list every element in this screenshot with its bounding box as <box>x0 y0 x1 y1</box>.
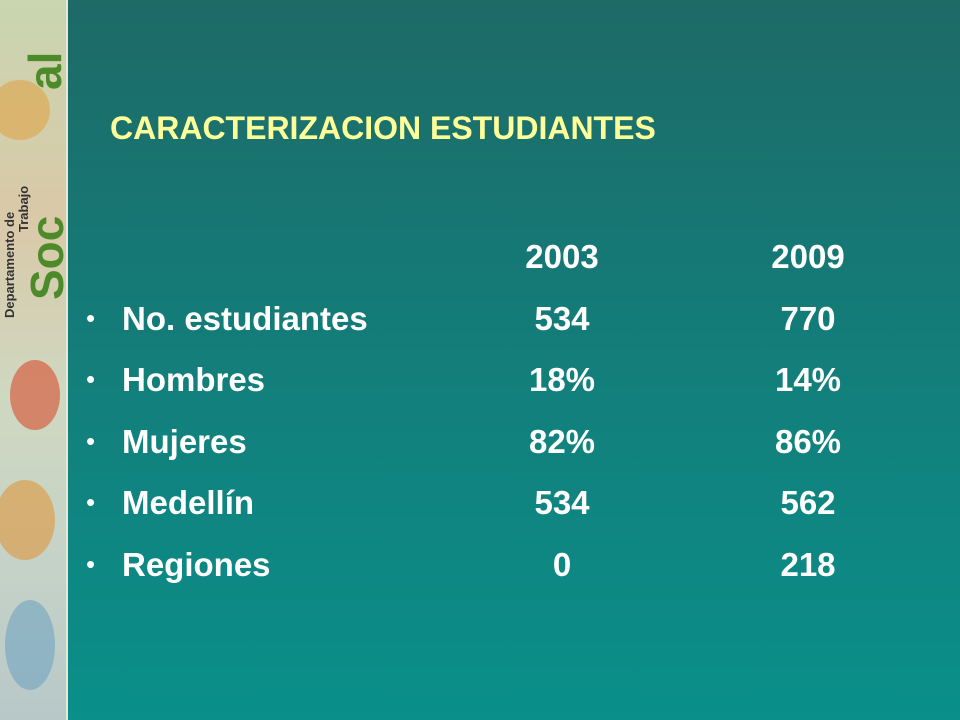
bullet: • <box>86 302 96 333</box>
cell-value: 534 <box>534 299 590 337</box>
decor <box>0 480 55 560</box>
cell-value: 18% <box>528 361 596 398</box>
bullet: • <box>86 364 96 394</box>
bullet: • <box>86 425 96 456</box>
slide-title: CARACTERIZACION ESTUDIANTES <box>110 110 656 146</box>
row-label: Mujeres <box>122 422 247 460</box>
sidebar-logo: Departamento de Trabajo Soc al <box>0 0 68 720</box>
cell-value: 14% <box>774 361 842 398</box>
decor <box>0 80 50 140</box>
cell-value: 82% <box>528 422 596 460</box>
bullet: • <box>86 487 96 517</box>
column-header: 2009 <box>771 238 845 275</box>
logo-text: Soc <box>21 215 68 300</box>
cell-value: 86% <box>774 422 842 460</box>
row-label: No. estudiantes <box>122 299 368 337</box>
row-label: Hombres <box>122 361 266 398</box>
row-label: Medellín <box>122 484 255 521</box>
cell-value: 0 <box>552 545 572 583</box>
column-header: 2003 <box>525 238 599 275</box>
decor <box>10 360 60 430</box>
logo-text: al <box>19 51 68 90</box>
bullet: • <box>86 548 96 579</box>
cell-value: 562 <box>780 484 836 521</box>
cell-value: 534 <box>534 484 590 521</box>
decor <box>5 600 55 690</box>
cell-value: 770 <box>780 299 836 337</box>
cell-value: 218 <box>780 545 836 583</box>
row-label: Regiones <box>122 545 271 583</box>
sidebar-text: Departamento de <box>2 211 17 318</box>
